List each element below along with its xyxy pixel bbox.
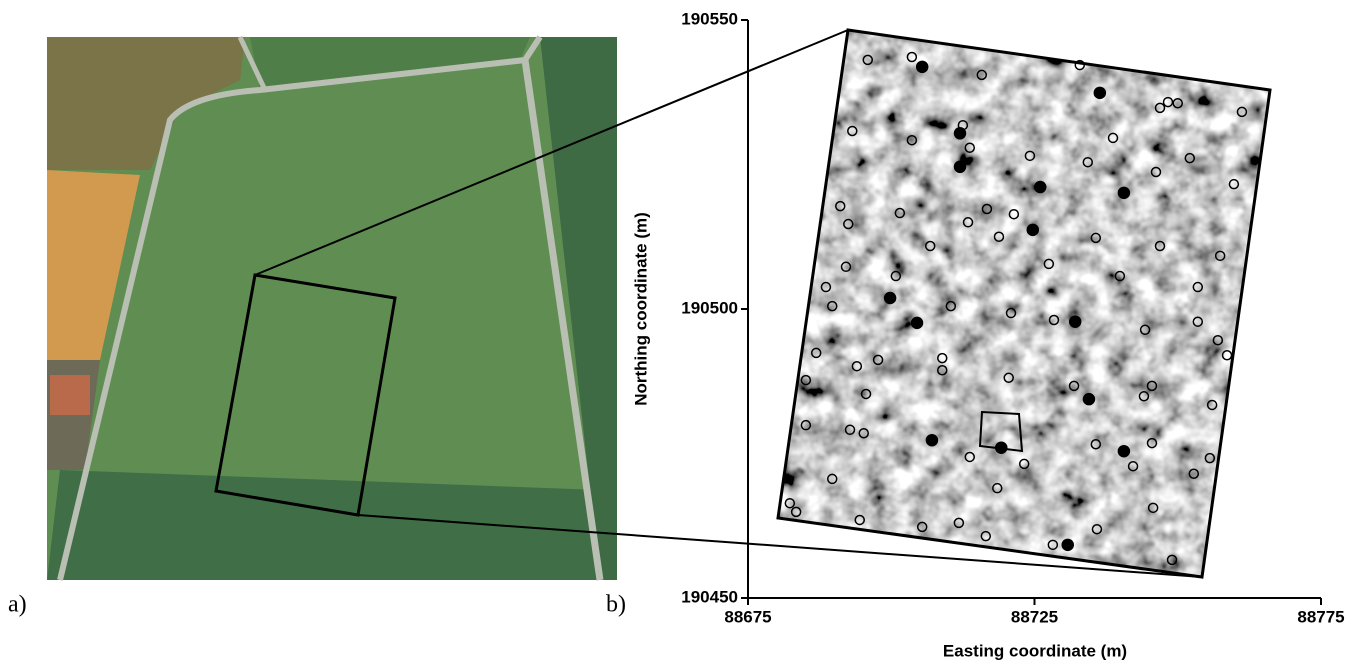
x-axis-label: Easting coordinate (m) [943, 641, 1127, 660]
figure: a) b) Easting coordinate (m) Northing co… [0, 0, 1362, 664]
filled-point [885, 293, 896, 304]
aerial-photo [47, 37, 617, 580]
filled-point [955, 161, 966, 172]
filled-point [1062, 539, 1073, 550]
y-tick-label: 190500 [681, 298, 738, 317]
filled-point [926, 435, 937, 446]
panel-label: b) [606, 592, 626, 618]
x-tick-label: 88675 [724, 607, 771, 626]
panel-label: a) [8, 592, 27, 618]
y-tick-label: 190450 [681, 587, 738, 606]
filled-point [996, 442, 1007, 453]
filled-point [1070, 316, 1081, 327]
y-axis-label: Northing coordinate (m) [631, 212, 650, 406]
filled-point [1083, 394, 1094, 405]
filled-point [1118, 446, 1129, 457]
filled-point [1027, 224, 1038, 235]
x-tick-label: 88725 [1011, 607, 1058, 626]
filled-point [1118, 187, 1129, 198]
filled-point [912, 317, 923, 328]
x-tick-label: 88775 [1297, 607, 1344, 626]
y-tick-label: 190550 [681, 9, 738, 28]
filled-point [1094, 87, 1105, 98]
survey-image [770, 25, 1280, 585]
filled-point [1035, 182, 1046, 193]
filled-point [917, 61, 928, 72]
